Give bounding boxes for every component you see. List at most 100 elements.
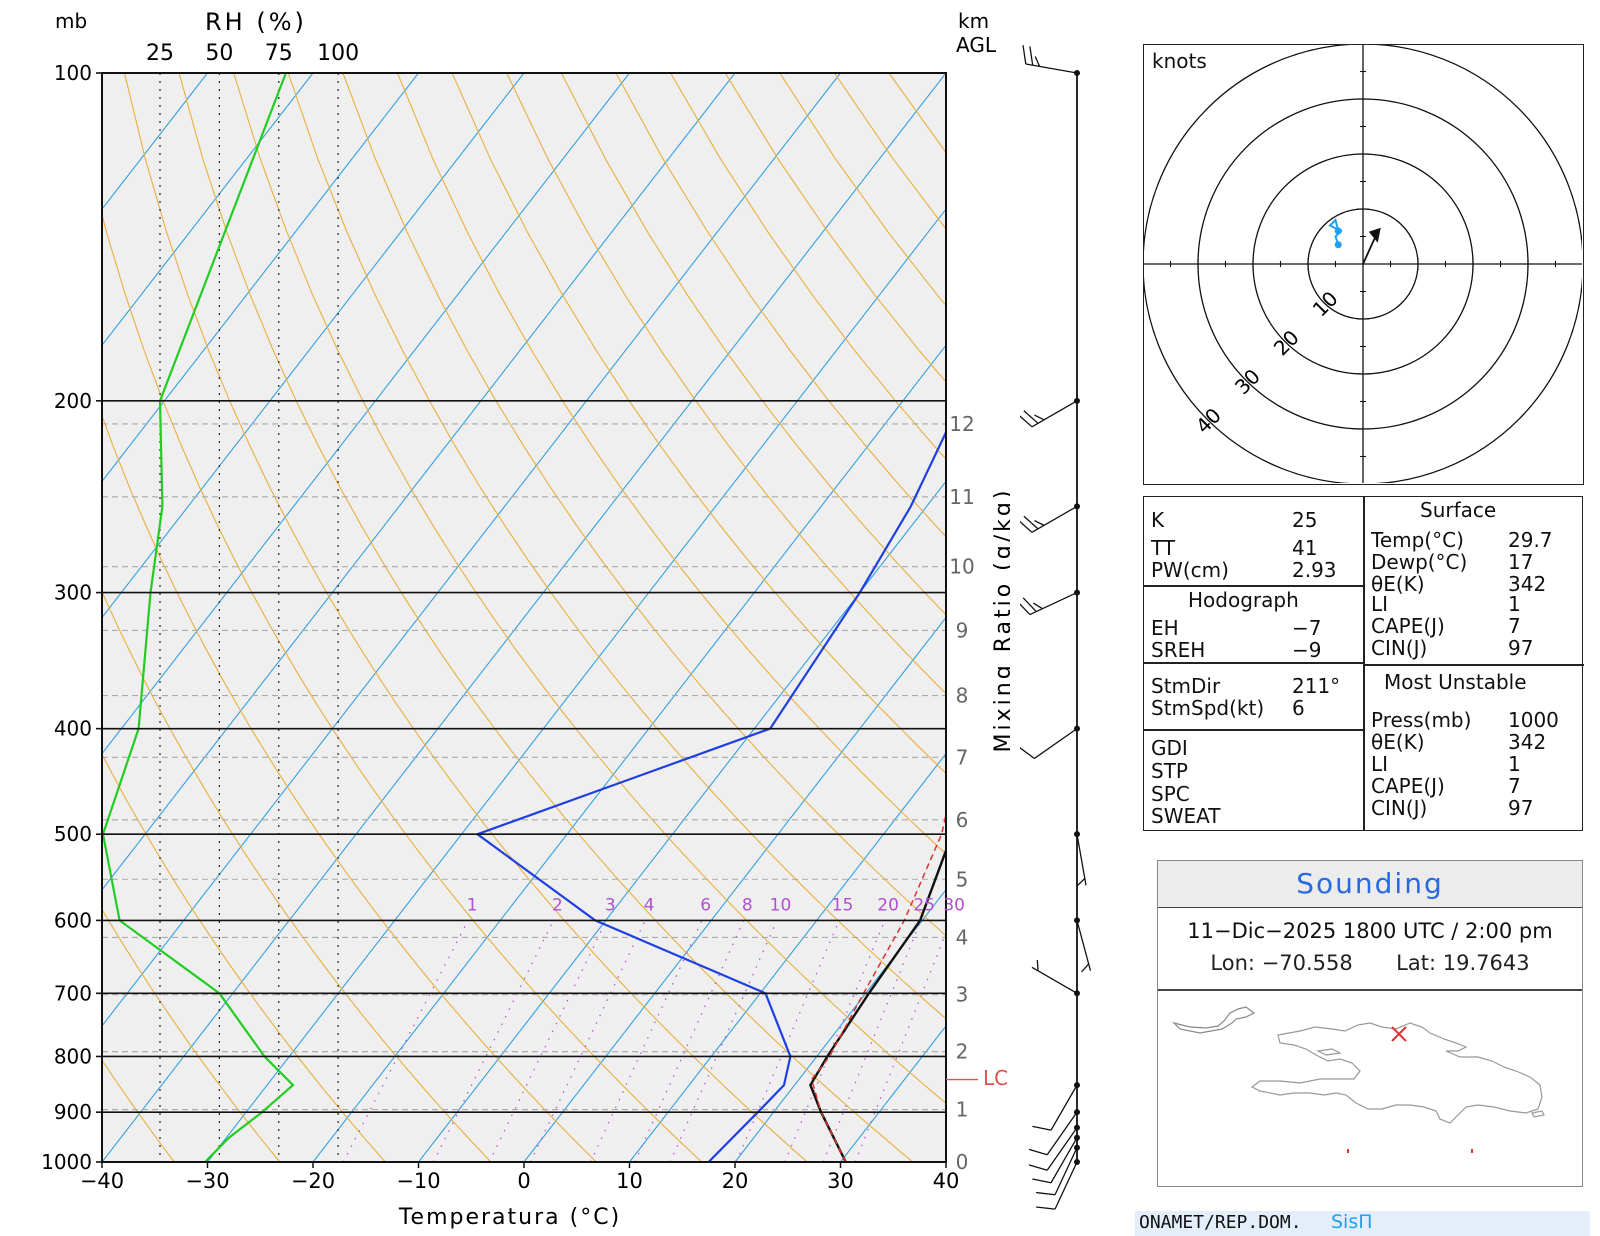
wind-barb-feather-icon: [1034, 414, 1045, 421]
dry-adiabat-line: [560, 73, 946, 616]
hodograph-start-point: [1334, 241, 1342, 249]
mu-li-label: LI: [1371, 752, 1389, 776]
coastline-saona-island: [1531, 1110, 1545, 1118]
wind-barb-icon: [1036, 1144, 1080, 1196]
wind-barb-icon: [1028, 1124, 1080, 1171]
pressure-tick-label: 600: [54, 908, 92, 932]
sweat-label: SWEAT: [1151, 804, 1221, 828]
mixing-ratio-line: [784, 920, 886, 1162]
wind-barb-feather-icon: [1029, 46, 1034, 66]
wind-barb-shaft-icon: [1031, 505, 1078, 533]
sounding-title-bar: Sounding: [1158, 861, 1582, 908]
stmspd-label: StmSpd(kt): [1151, 696, 1265, 720]
lon-label: Lon:: [1210, 951, 1255, 975]
stmdir-value: 211°: [1292, 674, 1341, 698]
k-label: K: [1151, 508, 1165, 532]
isotherm-line: [734, 888, 946, 1162]
mu-thetae-label: θE(K): [1371, 730, 1425, 754]
wind-barb-shaft-icon: [1050, 1084, 1078, 1131]
wind-barb-shaft-icon: [1046, 1127, 1078, 1171]
wind-barb-feather-icon: [1076, 878, 1086, 887]
coastline-cuba-fragment: [1172, 1006, 1256, 1034]
wind-barb-icon: [1020, 503, 1080, 533]
tt-label: TT: [1151, 536, 1176, 560]
surface-cape-value: 7: [1508, 614, 1521, 638]
sounding-info-panel: Sounding 11−Dic−2025 1800 UTC / 2:00 pm …: [1157, 860, 1583, 1187]
surface-thetae-label: θE(K): [1371, 572, 1425, 596]
wind-barb-feather-icon: [1036, 959, 1039, 971]
pressure-tick-label: 900: [54, 1100, 92, 1124]
sounding-title: Sounding: [1296, 867, 1444, 900]
pw-value: 2.93: [1292, 558, 1337, 582]
wind-barb-icon: [1020, 397, 1080, 428]
sreh-label: SREH: [1151, 638, 1206, 662]
height-km-tick-label: 4: [956, 925, 969, 949]
wind-barb-feather-icon: [1022, 597, 1037, 613]
wind-barb-feather-icon: [1036, 1206, 1056, 1210]
lon-value: −70.558: [1261, 951, 1353, 975]
isotherm-line: [102, 73, 946, 1162]
wind-barb-feather-icon: [1028, 1148, 1048, 1156]
mixing-ratio-tick-label: 4: [644, 895, 655, 915]
x-axis-title: Temperatura (°C): [398, 1205, 621, 1230]
dewpoint-profile-line: [475, 429, 946, 1162]
spc-label: SPC: [1151, 782, 1190, 806]
hodograph-ring-label: 10: [1308, 286, 1343, 321]
dry-adiabat-line: [102, 1059, 175, 1162]
temperature-tick-label: 30: [827, 1169, 854, 1193]
mixing-ratio-tick-label: 10: [770, 895, 792, 915]
hodograph-trace-line: [1328, 218, 1343, 246]
isotherm-line: [102, 73, 841, 1027]
isotherm-line: [102, 73, 630, 755]
pressure-tick-label: 400: [54, 717, 92, 741]
km-label: km: [958, 9, 989, 33]
mu-cin-value: 97: [1508, 796, 1534, 820]
temperature-tick-label: −30: [185, 1169, 229, 1193]
isotherm-line: [102, 73, 419, 483]
storm-motion-vector: [1362, 233, 1378, 265]
height-km-tick-label: 0: [956, 1150, 969, 1174]
wind-barb-shaft-icon: [1046, 1111, 1078, 1156]
isotherm-line: [312, 344, 946, 1162]
isotherm-line: [629, 752, 946, 1162]
mixing-ratio-tick-label: 1: [467, 895, 478, 915]
mu-cape-value: 7: [1508, 774, 1521, 798]
wind-barb-shaft-icon: [1031, 966, 1078, 994]
height-km-tick-label: 8: [956, 684, 969, 708]
height-km-tick-label: 2: [956, 1040, 969, 1064]
isotherm-line: [418, 480, 946, 1162]
hodograph-heading: Hodograph: [1188, 588, 1299, 612]
mixing-ratio-axis-title: Mixing Ratio (g/kg): [991, 488, 1010, 753]
wind-barb-shaft-icon: [1029, 591, 1078, 616]
plot-frame: [101, 72, 947, 1163]
dry-adiabat-line: [451, 73, 946, 775]
pressure-tick-label: 800: [54, 1044, 92, 1068]
height-km-tick-label: 9: [956, 618, 969, 642]
height-km-tick-label: 3: [956, 983, 969, 1007]
hodograph-ring-label: 20: [1269, 325, 1304, 360]
hodograph-end-point: [1334, 227, 1342, 235]
mixing-ratio-tick-label: 8: [742, 895, 753, 915]
stmspd-value: 6: [1292, 696, 1305, 720]
wind-barb-icon: [1074, 917, 1092, 973]
mixing-ratio-tick-label: 6: [700, 895, 711, 915]
mu-press-label: Press(mb): [1371, 708, 1472, 732]
lat-value: 19.7643: [1442, 951, 1530, 975]
wind-barb-feather-icon: [1034, 56, 1041, 67]
k-value: 25: [1292, 508, 1318, 532]
wind-barb-feather-icon: [1023, 515, 1039, 530]
wind-barb-icon: [1031, 959, 1080, 997]
pressure-tick-label: 1000: [41, 1150, 92, 1174]
pressure-tick-label: 100: [54, 61, 92, 85]
height-km-tick-label: 7: [956, 745, 969, 769]
mu-press-value: 1000: [1508, 708, 1559, 732]
pressure-tick-label: 200: [54, 389, 92, 413]
temperature-tick-label: 40: [933, 1169, 960, 1193]
height-km-tick-label: 11: [949, 485, 974, 509]
station-marker-icon-b: [1391, 1026, 1407, 1042]
wind-barb-shaft-icon: [1034, 728, 1078, 760]
eh-value: −7: [1292, 616, 1322, 640]
rh-axis-title: RH (%): [205, 8, 307, 36]
dry-adiabat-line: [615, 73, 946, 538]
pressure-tick-label: 500: [54, 822, 92, 846]
